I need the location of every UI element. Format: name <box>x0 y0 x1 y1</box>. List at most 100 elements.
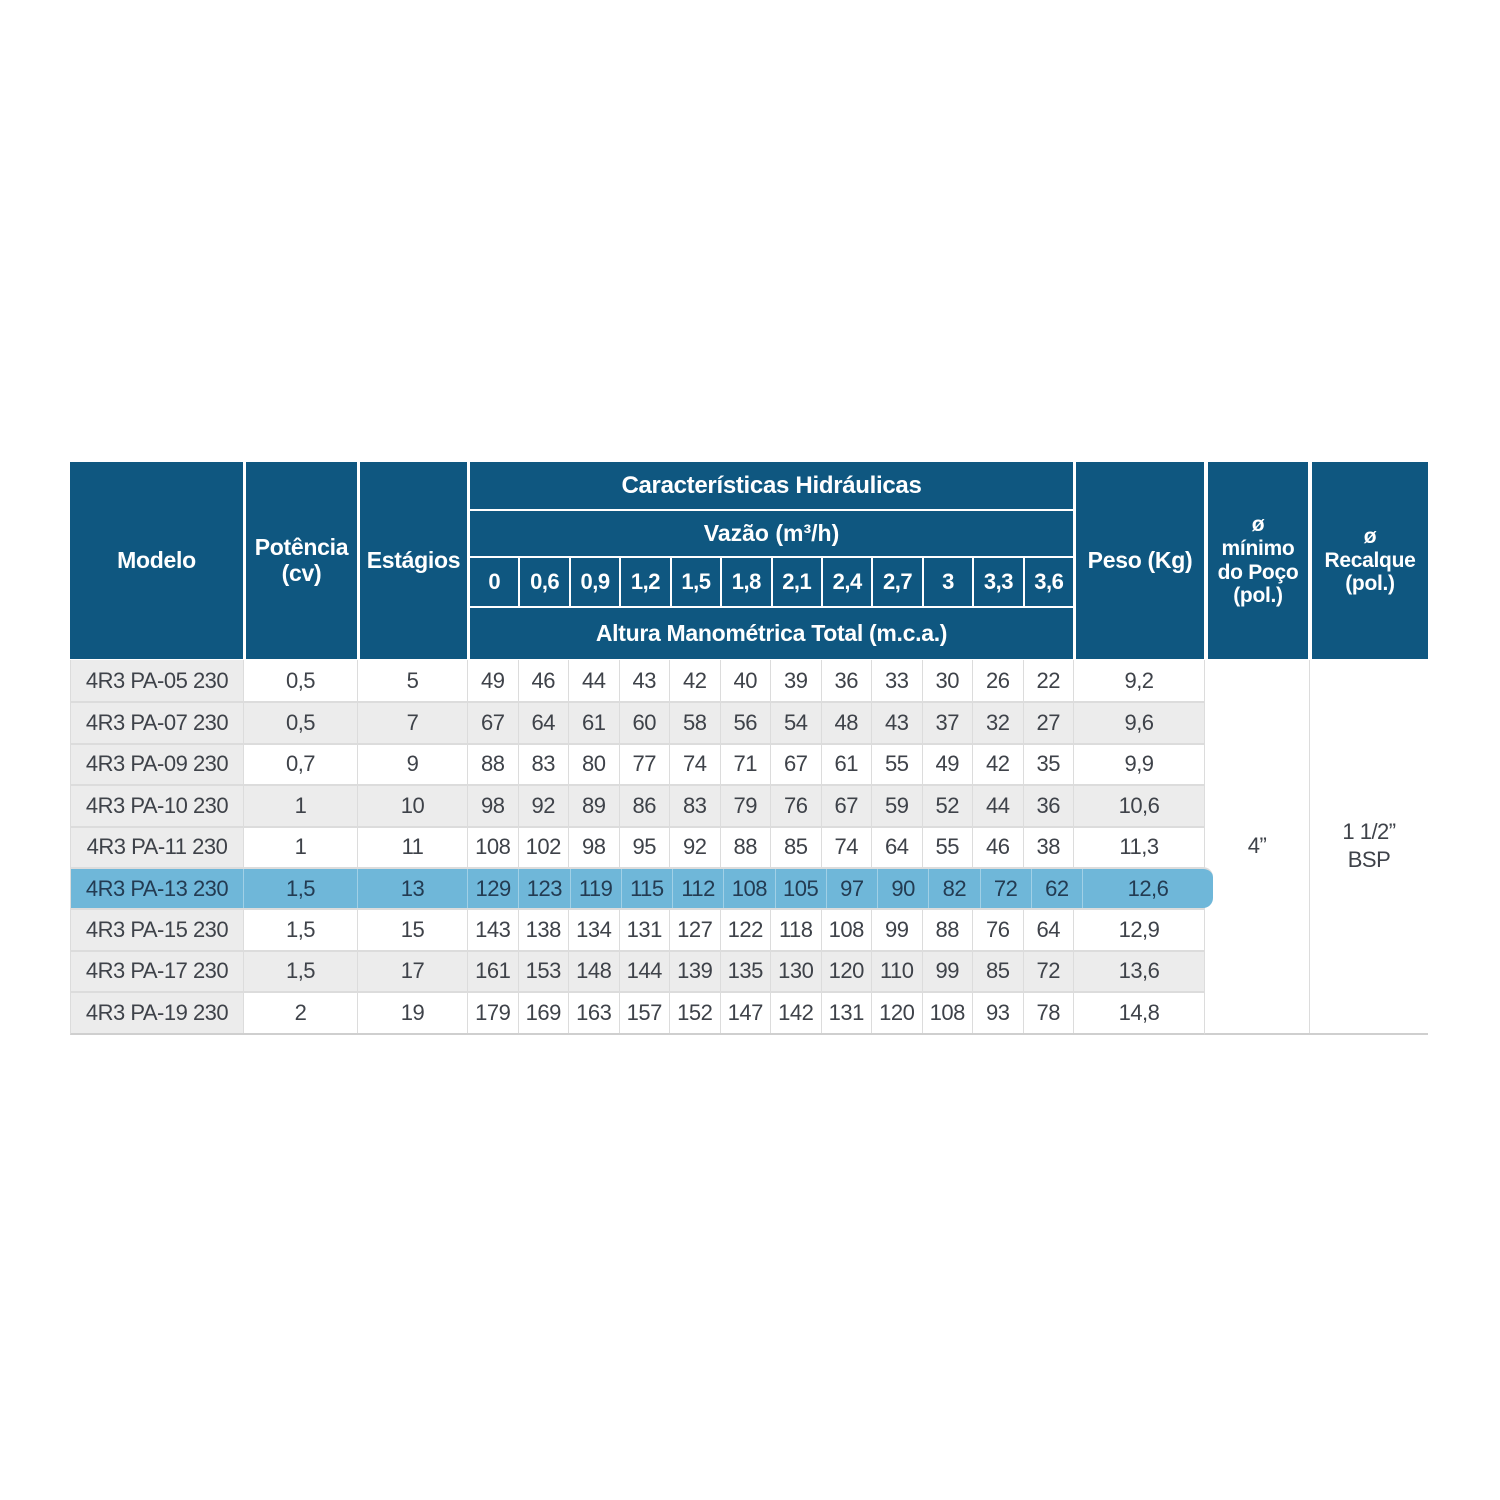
header-vazao-col-8: 2,7 <box>873 558 924 606</box>
header-peso: Peso (Kg) <box>1073 462 1204 659</box>
cell-vazao: 46 <box>517 660 569 702</box>
cell-vazao: 43 <box>871 703 922 743</box>
cell-vazao: 44 <box>972 786 1023 826</box>
cell-vazao: 38 <box>1022 827 1074 867</box>
cell-peso: 9,6 <box>1073 703 1204 743</box>
table-rows: 4R3 PA-05 230 0,5 5 49 46 44 43 42 40 39… <box>70 660 1213 1035</box>
cell-vazao: 95 <box>618 827 670 867</box>
cell-vazao: 110 <box>871 951 922 992</box>
cell-vazao: 49 <box>467 660 518 702</box>
cell-vazao: 26 <box>972 660 1023 702</box>
cell-estagios: 9 <box>357 744 467 785</box>
cell-vazao: 55 <box>921 827 973 867</box>
header-caracteristicas: Características Hidráulicas <box>470 462 1073 511</box>
cell-estagios: 13 <box>357 868 467 909</box>
cell-potencia: 1 <box>243 827 357 867</box>
cell-vazao: 85 <box>972 951 1023 992</box>
cell-peso: 14,8 <box>1073 993 1204 1033</box>
cell-vazao: 90 <box>877 868 928 909</box>
cell-vazao: 61 <box>820 744 872 785</box>
cell-vazao: 89 <box>568 786 619 826</box>
cell-vazao: 33 <box>871 660 922 702</box>
cell-vazao: 115 <box>620 868 672 909</box>
cell-vazao: 131 <box>618 910 670 950</box>
table-row: 4R3 PA-17 230 1,5 17 161 153 148 144 139… <box>71 949 1204 992</box>
cell-vazao: 67 <box>770 744 821 785</box>
header-hydraulics-group: Características Hidráulicas Vazão (m³/h)… <box>467 462 1073 659</box>
header-vazao-col-1: 0,6 <box>520 558 571 606</box>
table-row: 4R3 PA-15 230 1,5 15 143 138 134 131 127… <box>71 908 1204 950</box>
cell-vazao: 52 <box>921 786 973 826</box>
cell-vazao: 67 <box>820 786 872 826</box>
cell-vazao: 78 <box>1022 993 1074 1033</box>
cell-vazao: 76 <box>770 786 821 826</box>
cell-vazao: 86 <box>618 786 670 826</box>
cell-vazao: 88 <box>467 744 518 785</box>
cell-potencia: 1,5 <box>243 951 357 992</box>
cell-vazao: 72 <box>1022 951 1074 992</box>
header-vazao: Vazão (m³/h) <box>470 511 1073 558</box>
header-vazao-col-9: 3 <box>924 558 975 606</box>
cell-modelo: 4R3 PA-13 230 <box>85 875 229 901</box>
cell-vazao: 98 <box>568 827 619 867</box>
table-row: 4R3 PA-09 230 0,7 9 88 83 80 77 74 71 67… <box>71 742 1204 785</box>
header-vazao-col-5: 1,8 <box>722 558 773 606</box>
header-vazao-col-11: 3,6 <box>1034 569 1064 594</box>
cell-vazao: 54 <box>770 703 821 743</box>
header-estagios: Estágios <box>357 462 467 659</box>
cell-vazao: 129 <box>467 868 518 909</box>
cell-potencia: 0,5 <box>243 660 357 702</box>
cell-vazao: 92 <box>669 827 720 867</box>
cell-modelo: 4R3 PA-11 230 <box>71 827 243 867</box>
cell-estagios: 7 <box>357 703 467 743</box>
cell-vazao: 142 <box>770 993 821 1033</box>
cell-vazao: 130 <box>770 951 821 992</box>
cell-vazao: 147 <box>719 993 771 1033</box>
cell-estagios: 5 <box>357 660 467 702</box>
cell-vazao: 62 <box>1030 868 1082 909</box>
cell-vazao: 127 <box>669 910 720 950</box>
cell-vazao: 44 <box>568 660 619 702</box>
header-recalque: ø Recalque (pol.) <box>1312 462 1428 659</box>
cell-vazao: 153 <box>517 951 569 992</box>
cell-vazao: 79 <box>719 786 771 826</box>
header-vazao-col-4: 1,5 <box>672 558 723 606</box>
cell-vazao: 67 <box>467 703 518 743</box>
cell-potencia: 1 <box>243 786 357 826</box>
cell-potencia: 1,5 <box>243 910 357 950</box>
table-row: 4R3 PA-11 230 1 11 108 102 98 95 92 88 8… <box>71 825 1204 867</box>
cell-peso: 13,6 <box>1073 951 1204 992</box>
cell-peso: 11,3 <box>1073 827 1204 867</box>
cell-vazao: 76 <box>972 910 1023 950</box>
cell-vazao: 152 <box>669 993 720 1033</box>
cell-estagios: 10 <box>357 786 467 826</box>
cell-estagios: 11 <box>357 827 467 867</box>
cell-vazao: 64 <box>871 827 922 867</box>
cell-peso: 12,6 <box>1082 868 1213 909</box>
cell-vazao: 40 <box>719 660 771 702</box>
cell-vazao: 122 <box>719 910 771 950</box>
cell-modelo: 4R3 PA-19 230 <box>71 993 243 1033</box>
cell-vazao: 118 <box>770 910 821 950</box>
cell-estagios: 15 <box>357 910 467 950</box>
cell-vazao: 138 <box>517 910 569 950</box>
cell-vazao: 143 <box>467 910 518 950</box>
cell-peso: 9,2 <box>1073 660 1204 702</box>
cell-potencia: 0,7 <box>243 744 357 785</box>
cell-vazao: 71 <box>719 744 771 785</box>
cell-vazao: 163 <box>568 993 619 1033</box>
cell-vazao: 85 <box>770 827 821 867</box>
cell-vazao: 99 <box>921 951 973 992</box>
cell-vazao: 83 <box>517 744 569 785</box>
header-vazao-col-10: 3,3 <box>974 558 1025 606</box>
cell-vazao: 42 <box>972 744 1023 785</box>
table-row: 4R3 PA-10 230 1 10 98 92 89 86 83 79 76 … <box>71 784 1204 826</box>
cell-vazao: 135 <box>719 951 771 992</box>
cell-vazao: 105 <box>774 868 826 909</box>
cell-vazao: 32 <box>972 703 1023 743</box>
cell-vazao: 157 <box>618 993 670 1033</box>
cell-modelo: 4R3 PA-15 230 <box>71 910 243 950</box>
cell-vazao: 102 <box>517 827 569 867</box>
cell-vazao: 108 <box>921 993 973 1033</box>
